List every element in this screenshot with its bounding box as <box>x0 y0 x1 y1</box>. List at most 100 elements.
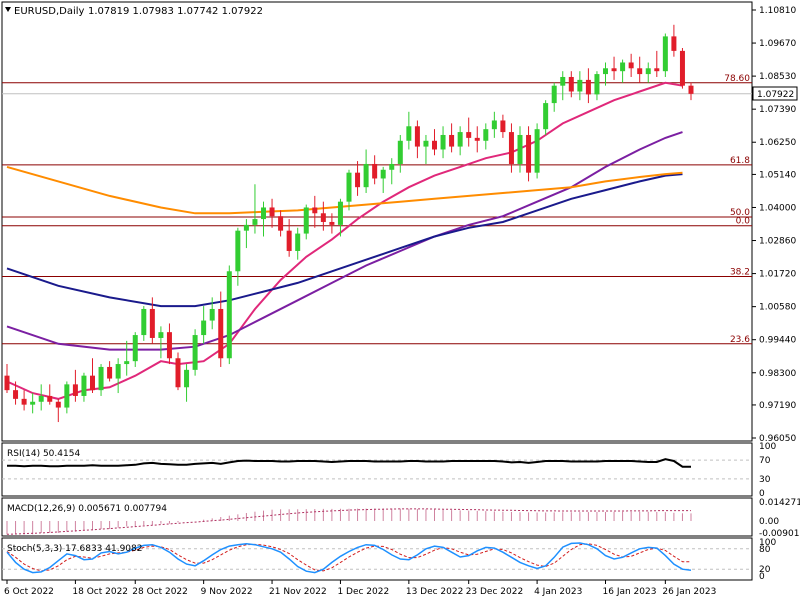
candle-body <box>585 79 591 95</box>
candle-body <box>414 126 420 147</box>
price-tick-label: 1.05140 <box>759 170 796 180</box>
candle-body <box>166 332 172 359</box>
moving-average-line <box>6 165 683 215</box>
candle-body <box>474 137 480 141</box>
stoch-tick-label: 80 <box>759 545 771 555</box>
candle-body <box>124 361 130 365</box>
rsi-line <box>7 458 691 468</box>
candle-body <box>261 207 266 220</box>
candle-body <box>671 36 677 51</box>
stoch-panel-frame <box>1 537 753 581</box>
stoch-label: Stoch(5,3,3) 17.6833 41.9082 <box>7 544 142 554</box>
candle-body <box>303 207 309 234</box>
rsi-panel-frame <box>1 442 753 497</box>
candle-body <box>115 364 121 379</box>
price-tick-label: 0.98300 <box>759 369 796 379</box>
current-price-tag <box>752 86 798 101</box>
candle-body <box>107 366 113 379</box>
macd-panel-frame <box>1 497 753 537</box>
date-tick-label: 21 Nov 2022 <box>269 587 327 597</box>
candle-body <box>218 308 224 359</box>
candle-body <box>491 120 497 130</box>
candle-body <box>235 230 241 272</box>
date-tick-label: 9 Nov 2022 <box>201 587 253 597</box>
date-tick-label: 23 Dec 2022 <box>466 587 524 597</box>
candle-body <box>679 50 685 86</box>
candle-body <box>568 76 574 92</box>
price-tick-label: 0.99440 <box>759 336 796 346</box>
candle-body <box>141 308 147 336</box>
date-tick-label: 6 Oct 2022 <box>4 587 54 597</box>
candle-body <box>440 134 446 150</box>
moving-averages <box>6 81 683 400</box>
candle-body <box>551 85 557 104</box>
date-tick-label: 16 Jan 2023 <box>603 587 657 597</box>
fib-label: 0.0 <box>736 217 751 227</box>
candle-body <box>192 335 198 370</box>
moving-average-line <box>6 81 683 400</box>
stoch-signal-line <box>6 543 691 572</box>
price-tick-label: 0.96050 <box>759 434 796 444</box>
date-tick-label: 18 Oct 2022 <box>72 587 128 597</box>
candle-body <box>406 126 412 141</box>
candle-body <box>201 320 207 336</box>
price-axis: 1.10810 1.09670 1.08530 1.07390 1.06250 1.051… <box>752 6 796 444</box>
candle-body <box>380 169 386 179</box>
candle-body <box>243 224 249 231</box>
candle-body <box>594 74 600 95</box>
rsi-panel: 100 70 30 0 <box>2 442 776 499</box>
price-tick-label: 1.01720 <box>759 270 796 280</box>
candle-body <box>55 401 61 408</box>
fib-label: 78.60 <box>724 74 750 84</box>
candle-body <box>620 62 626 72</box>
price-tick-label: 1.00580 <box>759 303 796 313</box>
macd-tick-label: -0.009012 <box>759 529 800 539</box>
fib-label: 38.2 <box>730 267 750 277</box>
candle-body <box>30 401 36 405</box>
macd-panel: 0.014271 0.00 -0.009012 <box>6 498 800 539</box>
candle-body <box>483 129 489 141</box>
candle-body <box>47 395 53 402</box>
candle-body <box>13 390 19 399</box>
candle-body <box>637 68 643 75</box>
rsi-tick-label: 100 <box>759 442 776 452</box>
price-tick-label: 1.09670 <box>759 39 796 49</box>
candle-body <box>372 163 378 179</box>
candle-body <box>645 68 651 75</box>
current-price-label: 1.07922 <box>757 90 794 100</box>
macd-tick-label: 0.014271 <box>759 498 800 508</box>
price-tick-label: 1.07390 <box>759 105 796 115</box>
candles <box>4 24 694 423</box>
candle-body <box>4 375 10 391</box>
price-tick-label: 0.97190 <box>759 401 796 411</box>
candle-body <box>397 140 403 164</box>
collapse-triangle-icon[interactable] <box>5 7 11 12</box>
candle-body <box>72 384 78 396</box>
candle-body <box>603 68 608 75</box>
date-tick-label: 28 Oct 2022 <box>132 587 188 597</box>
candle-body <box>320 213 326 222</box>
candle-body <box>346 172 352 202</box>
macd-label: MACD(12,26,9) 0.005671 0.007794 <box>7 504 167 514</box>
candle-body <box>363 163 369 188</box>
rsi-label: RSI(14) 50.4154 <box>7 449 80 459</box>
candle-body <box>312 207 318 214</box>
stoch-tick-label: 100 <box>759 538 776 548</box>
candle-body <box>526 134 532 173</box>
candle-body <box>628 62 634 69</box>
fib-label: 23.6 <box>730 335 750 345</box>
rsi-tick-label: 70 <box>759 456 771 466</box>
date-tick-label: 4 Jan 2023 <box>534 587 582 597</box>
candle-body <box>64 384 70 408</box>
price-tick-label: 1.10810 <box>759 6 796 16</box>
macd-tick-label: 0.00 <box>759 517 779 527</box>
candle-body <box>21 398 27 405</box>
candle-body <box>175 358 181 388</box>
candle-body <box>500 120 506 133</box>
candle-body <box>226 271 232 359</box>
fib-label: 50.0 <box>730 208 750 218</box>
candle-body <box>278 216 284 231</box>
rsi-tick-label: 0 <box>759 489 765 499</box>
price-tick-label: 1.02860 <box>759 237 796 247</box>
price-tick-label: 1.06250 <box>759 138 796 148</box>
